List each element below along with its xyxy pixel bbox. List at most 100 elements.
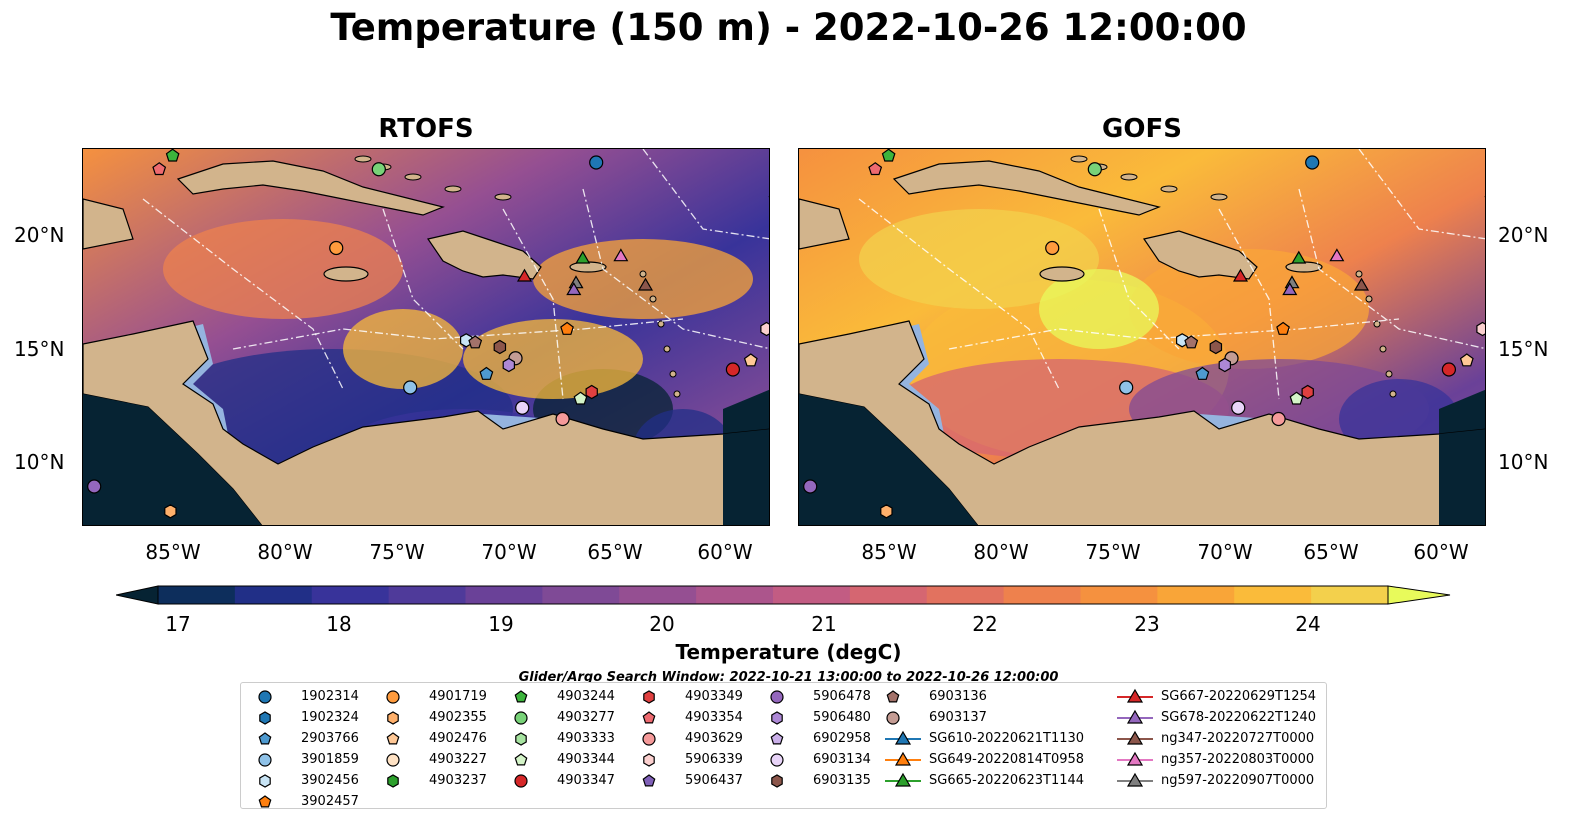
- circle-marker-icon: [642, 732, 656, 746]
- legend-label: SG667-20220629T1254: [1161, 689, 1317, 704]
- antilles-island: [663, 345, 671, 353]
- xtick-85w-rtofs: 85°W: [145, 540, 201, 564]
- legend-pentagon-icon: [770, 732, 784, 745]
- cbar-segment: [696, 586, 774, 604]
- eez-boundary: [502, 208, 564, 400]
- legend-pentagon-icon: [514, 753, 528, 766]
- map-rtofs: [82, 148, 770, 526]
- legend-triangle-icon: [1126, 751, 1144, 766]
- legend-label: 4903237: [429, 773, 487, 788]
- legend-label: ng347-20220727T0000: [1161, 731, 1315, 746]
- xtick-65w-gofs: 65°W: [1303, 540, 1359, 564]
- pentagon-marker-icon: [258, 732, 272, 745]
- marker-4902476: [1459, 353, 1474, 367]
- legend-label: 4901719: [429, 689, 487, 704]
- antilles-island: [1385, 370, 1393, 378]
- antilles-island: [673, 390, 681, 398]
- triangle-marker-icon: [885, 730, 921, 745]
- legend-label: 4903344: [557, 752, 615, 767]
- pentagon-marker-icon: [642, 711, 656, 724]
- legend-triangle-icon: [894, 730, 912, 745]
- legend-label: 3901859: [301, 752, 359, 767]
- legend-label: 6903134: [813, 752, 871, 767]
- eez-boundary: [948, 318, 1400, 350]
- panel-title-gofs: GOFS: [1102, 114, 1182, 144]
- marker-4901719: [1045, 240, 1060, 256]
- yucatan-land: [799, 198, 850, 250]
- marker-4903347: [725, 362, 741, 377]
- legend-label: 5906480: [813, 710, 871, 725]
- marker-5906478: [803, 479, 818, 494]
- hispaniola: [427, 230, 542, 280]
- pentagon-marker-icon: [770, 732, 784, 745]
- ytick-15n-left: 15°N: [14, 337, 65, 361]
- hexagon-marker-icon: [515, 732, 527, 746]
- legend-label: 4903227: [429, 752, 487, 767]
- cbar-tick-18: 18: [326, 612, 352, 636]
- legend-label: ng357-20220803T0000: [1161, 752, 1315, 767]
- legend-circle-icon: [514, 711, 528, 725]
- cbar-segment: [388, 586, 466, 604]
- legend-label: 4902476: [429, 731, 487, 746]
- ytick-15n-right: 15°N: [1498, 337, 1549, 361]
- xtick-85w-gofs: 85°W: [861, 540, 917, 564]
- marker-ng357-20220803T0000: [613, 248, 629, 262]
- hispaniola: [1143, 230, 1258, 280]
- marker-3902457: [560, 321, 574, 335]
- pentagon-marker-icon: [886, 690, 900, 703]
- marker-4901719: [329, 240, 344, 256]
- bahamas-island: [1120, 173, 1138, 181]
- legend-hexagon-icon: [387, 774, 399, 788]
- legend-label: 1902314: [301, 689, 359, 704]
- hexagon-marker-icon: [387, 774, 399, 788]
- bahamas-island: [1070, 155, 1088, 163]
- pentagon-marker-icon: [514, 753, 528, 766]
- marker-SG667-20220629T1254: [516, 268, 533, 282]
- temperature-patch: [1039, 269, 1159, 349]
- hexagon-marker-icon: [771, 774, 783, 788]
- legend-label: SG665-20220623T1144: [929, 773, 1085, 788]
- bahamas-island: [494, 193, 512, 201]
- marker-6903135: [1209, 339, 1223, 355]
- legend-label: ng597-20220907T0000: [1161, 773, 1315, 788]
- triangle-marker-icon: [1117, 772, 1153, 787]
- cbar-segment: [158, 586, 236, 604]
- cbar-extend-low: [116, 585, 159, 605]
- marker-4903629: [1271, 411, 1286, 427]
- legend-label: 4903244: [557, 689, 615, 704]
- legend-triangle-icon: [1126, 688, 1144, 703]
- circle-marker-icon: [386, 753, 400, 767]
- legend-label: 3902457: [301, 794, 359, 809]
- temperature-patch: [343, 309, 463, 389]
- hexagon-marker-icon: [643, 753, 655, 767]
- xtick-80w-rtofs: 80°W: [257, 540, 313, 564]
- marker-4902476: [743, 353, 758, 367]
- atlantic-ocean-south: [723, 429, 769, 525]
- eez-boundary: [232, 318, 684, 350]
- temperature-patch: [163, 219, 403, 319]
- marker-4903629: [555, 411, 570, 427]
- circle-marker-icon: [770, 690, 784, 704]
- marker-6903134: [1231, 400, 1246, 415]
- eez-boundary: [142, 198, 344, 390]
- legend-pentagon-icon: [258, 732, 272, 745]
- eez-boundary: [1218, 208, 1280, 400]
- xtick-70w-rtofs: 70°W: [481, 540, 537, 564]
- legend-pentagon-icon: [386, 732, 400, 745]
- jamaica: [1039, 266, 1085, 282]
- cbar-segment: [1003, 586, 1081, 604]
- legend-circle-icon: [770, 753, 784, 767]
- cbar-tick-20: 20: [649, 612, 675, 636]
- marker-4903277: [371, 162, 386, 177]
- cbar-segment: [234, 586, 313, 604]
- cbar-segment: [773, 586, 851, 604]
- marker-5906478: [87, 479, 102, 494]
- cbar-tick-22: 22: [972, 612, 998, 636]
- triangle-marker-icon: [1117, 751, 1153, 766]
- cbar-tick-21: 21: [811, 612, 837, 636]
- cbar-segment: [311, 586, 390, 604]
- circle-marker-icon: [258, 690, 272, 704]
- legend-triangle-icon: [1126, 730, 1144, 745]
- marker-5906339: [1476, 321, 1485, 337]
- cbar-tick-23: 23: [1134, 612, 1160, 636]
